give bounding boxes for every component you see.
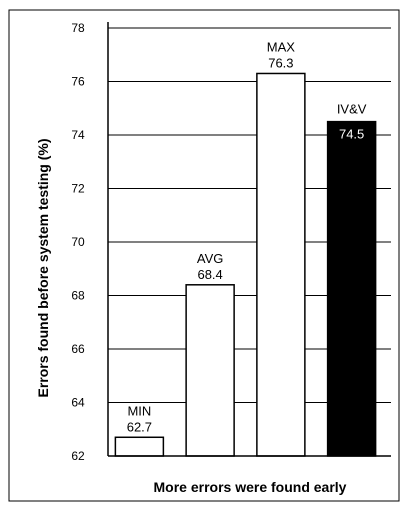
y-tick-label: 72 bbox=[71, 182, 85, 196]
y-tick-label: 64 bbox=[71, 396, 85, 410]
bar-category-label: IV&V bbox=[337, 102, 367, 117]
bar-value-label: 76.3 bbox=[268, 55, 293, 70]
bar-min bbox=[114, 436, 165, 457]
bar-category-label: MIN bbox=[127, 403, 151, 418]
y-tick-label: 66 bbox=[71, 342, 85, 356]
bars bbox=[114, 72, 377, 457]
bar-max bbox=[256, 72, 306, 457]
y-tick-label: 76 bbox=[71, 75, 85, 89]
y-tick-label: 74 bbox=[71, 128, 85, 142]
y-tick-label: 68 bbox=[71, 289, 85, 303]
bar-value-label: 62.7 bbox=[127, 419, 152, 434]
bar-value-label: 68.4 bbox=[197, 267, 222, 282]
y-tick-label: 78 bbox=[71, 21, 85, 35]
y-tick-label: 62 bbox=[71, 449, 85, 463]
y-tick-labels: 62 64 66 68 70 72 74 76 78 bbox=[71, 21, 85, 463]
y-axis-label: Errors found before system testing (%) bbox=[35, 138, 51, 397]
bar-iv-v bbox=[326, 120, 377, 457]
bar-category-label: AVG bbox=[197, 251, 224, 266]
bar-value-label: 74.5 bbox=[339, 127, 364, 142]
bar-category-label: MAX bbox=[267, 39, 296, 54]
y-tick-label: 70 bbox=[71, 235, 85, 249]
bar-avg bbox=[185, 284, 235, 457]
x-axis-label: More errors were found early bbox=[154, 479, 347, 495]
